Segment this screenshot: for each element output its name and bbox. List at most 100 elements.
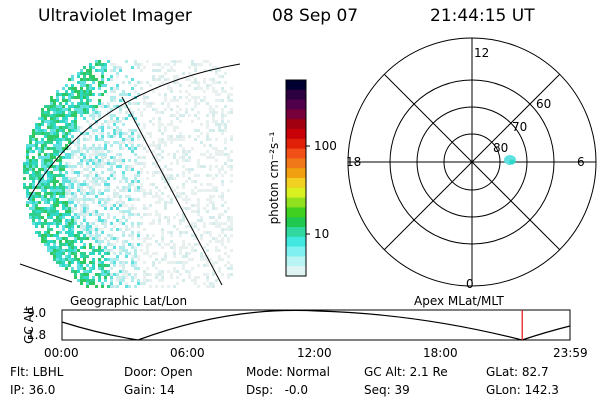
image-pixel [59, 189, 62, 192]
image-pixel [41, 234, 44, 237]
image-pixel [107, 126, 110, 129]
image-pixel [221, 90, 224, 93]
image-pixel [152, 174, 155, 177]
image-pixel [50, 210, 53, 213]
image-pixel [80, 231, 83, 234]
image-pixel [107, 273, 110, 276]
image-pixel [83, 93, 86, 96]
image-pixel [215, 123, 218, 126]
image-pixel [173, 81, 176, 84]
image-pixel [101, 138, 104, 141]
image-pixel [89, 174, 92, 177]
image-pixel [50, 171, 53, 174]
image-pixel [68, 162, 71, 165]
image-pixel [86, 234, 89, 237]
image-pixel [101, 156, 104, 159]
image-pixel [80, 276, 83, 279]
image-pixel [68, 225, 71, 228]
image-pixel [116, 87, 119, 90]
image-pixel [59, 138, 62, 141]
image-pixel [101, 123, 104, 126]
mlt-label-18: 18 [346, 155, 362, 169]
image-pixel [110, 171, 113, 174]
image-pixel [182, 114, 185, 117]
image-pixel [50, 132, 53, 135]
image-pixel [122, 204, 125, 207]
image-pixel [77, 141, 80, 144]
image-pixel [68, 261, 71, 264]
image-pixel [44, 117, 47, 120]
image-pixel [80, 198, 83, 201]
image-pixel [86, 231, 89, 234]
image-pixel [131, 261, 134, 264]
image-pixel [35, 201, 38, 204]
image-pixel [44, 207, 47, 210]
image-pixel [65, 237, 68, 240]
image-pixel [215, 261, 218, 264]
image-pixel [41, 144, 44, 147]
image-pixel [83, 147, 86, 150]
image-pixel [50, 123, 53, 126]
image-pixel [104, 141, 107, 144]
image-pixel [44, 162, 47, 165]
image-pixel [68, 138, 71, 141]
image-pixel [62, 204, 65, 207]
image-pixel [59, 147, 62, 150]
image-pixel [131, 255, 134, 258]
image-pixel [215, 72, 218, 75]
image-pixel [152, 141, 155, 144]
image-pixel [53, 114, 56, 117]
image-pixel [98, 87, 101, 90]
image-pixel [47, 240, 50, 243]
image-pixel [173, 69, 176, 72]
image-pixel [92, 87, 95, 90]
image-pixel [56, 126, 59, 129]
image-pixel [221, 237, 224, 240]
image-pixel [65, 144, 68, 147]
image-pixel [137, 198, 140, 201]
image-pixel [98, 63, 101, 66]
image-pixel [140, 69, 143, 72]
image-pixel [113, 132, 116, 135]
image-pixel [155, 171, 158, 174]
image-pixel [218, 255, 221, 258]
image-pixel [101, 192, 104, 195]
image-pixel [203, 264, 206, 267]
image-pixel [50, 192, 53, 195]
image-pixel [191, 258, 194, 261]
image-pixel [101, 213, 104, 216]
image-pixel [71, 138, 74, 141]
image-pixel [158, 144, 161, 147]
image-pixel [98, 138, 101, 141]
image-pixel [128, 102, 131, 105]
image-pixel [227, 189, 230, 192]
image-pixel [104, 144, 107, 147]
image-pixel [83, 267, 86, 270]
image-pixel [128, 189, 131, 192]
image-pixel [197, 111, 200, 114]
image-pixel [140, 222, 143, 225]
image-pixel [113, 114, 116, 117]
image-pixel [53, 234, 56, 237]
image-pixel [62, 264, 65, 267]
image-pixel [128, 168, 131, 171]
image-pixel [47, 207, 50, 210]
image-pixel [203, 189, 206, 192]
image-pixel [59, 162, 62, 165]
image-pixel [218, 99, 221, 102]
image-pixel [134, 255, 137, 258]
image-pixel [101, 228, 104, 231]
image-pixel [203, 99, 206, 102]
image-pixel [128, 243, 131, 246]
image-pixel [116, 117, 119, 120]
image-pixel [89, 99, 92, 102]
image-pixel [191, 147, 194, 150]
image-pixel [26, 144, 29, 147]
image-pixel [221, 129, 224, 132]
image-pixel [56, 93, 59, 96]
image-pixel [104, 186, 107, 189]
image-pixel [44, 135, 47, 138]
image-pixel [107, 240, 110, 243]
image-pixel [56, 141, 59, 144]
image-pixel [197, 81, 200, 84]
